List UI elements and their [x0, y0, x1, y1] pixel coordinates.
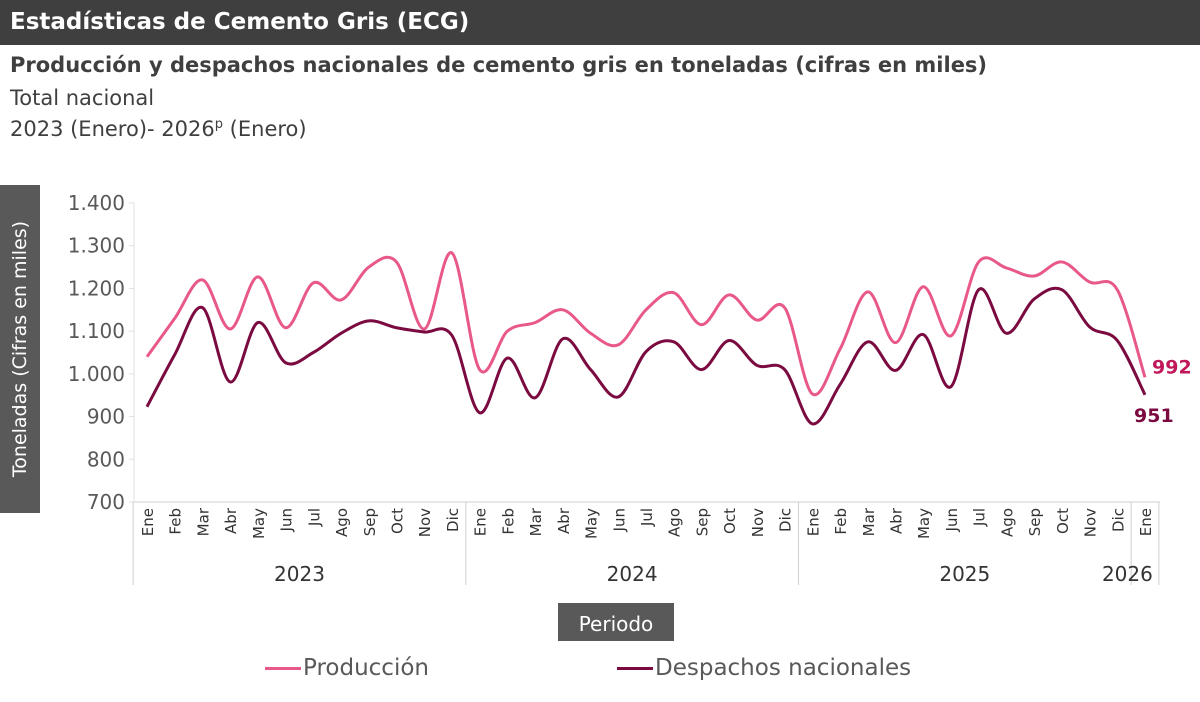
x-tick-label: Dic	[777, 508, 795, 532]
y-tick-label: 1.100	[68, 319, 125, 343]
y-tick-label: 1.400	[68, 191, 125, 215]
x-tick-label: Ene	[804, 508, 822, 536]
x-tick-label: Oct	[389, 508, 407, 534]
x-axis-title: Periodo	[558, 603, 674, 641]
year-label: 2025	[939, 562, 990, 586]
end-value-label: 951	[1134, 405, 1174, 427]
period-sup: p	[214, 117, 223, 132]
x-tick-label: Abr	[555, 507, 573, 534]
x-tick-label: Ago	[998, 508, 1016, 537]
legend-label: Producción	[303, 655, 429, 681]
legend-item-despachos: Despachos nacionales	[617, 655, 911, 681]
x-tick-label: Nov	[416, 508, 434, 537]
x-tick-label: Sep	[361, 508, 379, 536]
x-tick-label: Nov	[749, 508, 767, 537]
x-tick-label: Dic	[1109, 508, 1127, 532]
scope-label: Total nacional	[10, 86, 155, 110]
header-title: Estadísticas de Cemento Gris (ECG)	[0, 0, 1200, 45]
x-tick-label: Sep	[693, 508, 711, 536]
x-tick-label: Abr	[888, 507, 906, 534]
x-tick-label: Jun	[610, 508, 628, 532]
year-label: 2023	[274, 562, 325, 586]
x-tick-label: Ago	[333, 508, 351, 537]
x-tick-label: Mar	[860, 507, 878, 536]
y-tick-label: 1.000	[68, 362, 125, 386]
x-tick-label: Sep	[1026, 508, 1044, 536]
year-label: 2026	[1102, 562, 1153, 586]
y-tick-label: 800	[87, 447, 125, 471]
y-tick-label: 900	[87, 405, 125, 429]
end-value-label: 992	[1152, 356, 1192, 378]
x-tick-label: Oct	[721, 508, 739, 534]
x-tick-label: Dic	[444, 508, 462, 532]
x-tick-label: Abr	[222, 507, 240, 534]
x-tick-label: Mar	[527, 507, 545, 536]
x-tick-label: Nov	[1082, 508, 1100, 537]
period-label: 2023 (Enero)- 2026p (Enero)	[10, 117, 307, 141]
x-tick-label: Feb	[167, 508, 185, 535]
x-tick-label: Jun	[943, 508, 961, 532]
series-line-despachos	[145, 286, 1147, 426]
x-tick-label: May	[583, 508, 601, 539]
x-tick-label: Ene	[472, 508, 490, 536]
x-tick-label: May	[915, 508, 933, 539]
period-suffix: (Enero)	[223, 117, 307, 141]
x-tick-label: Feb	[499, 508, 517, 535]
x-tick-label: Jul	[305, 508, 323, 527]
y-tick-label: 700	[87, 490, 125, 514]
x-tick-label: Ene	[139, 508, 157, 536]
y-tick-label: 1.200	[68, 276, 125, 300]
year-label: 2024	[607, 562, 658, 586]
period-prefix: 2023 (Enero)- 2026	[10, 117, 215, 141]
x-tick-label: Jul	[638, 508, 656, 527]
x-tick-label: Ago	[666, 508, 684, 537]
x-tick-label: Oct	[1054, 508, 1072, 534]
legend-item-produccion: Producción	[265, 655, 429, 681]
series-line-produccion	[145, 251, 1147, 397]
x-tick-label: May	[250, 508, 268, 539]
y-tick-label: 1.300	[68, 234, 125, 258]
chart-subtitle: Producción y despachos nacionales de cem…	[10, 53, 988, 77]
legend-swatch	[617, 666, 653, 670]
x-tick-label: Jun	[278, 508, 296, 532]
x-tick-label: Mar	[194, 507, 212, 536]
x-tick-label: Jul	[971, 508, 989, 527]
x-tick-label: Feb	[832, 508, 850, 535]
y-axis-title: Toneladas (Cifras en miles)	[0, 185, 40, 513]
x-tick-label: Ene	[1137, 508, 1155, 536]
legend-swatch	[265, 666, 301, 670]
legend-label: Despachos nacionales	[655, 655, 912, 681]
